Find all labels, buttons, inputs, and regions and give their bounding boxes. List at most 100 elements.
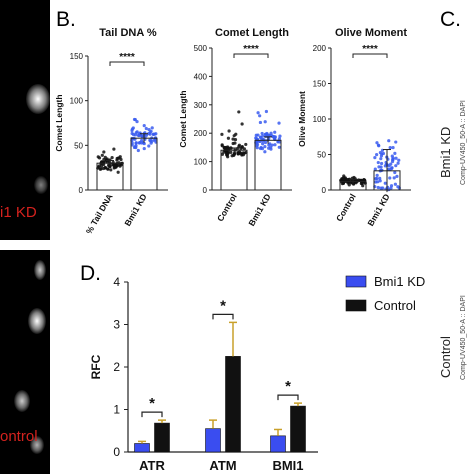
data-point xyxy=(231,137,235,141)
category-label: % Tail DNA xyxy=(84,192,115,236)
data-point xyxy=(342,174,346,178)
data-point xyxy=(115,156,119,161)
data-point xyxy=(394,164,398,168)
data-point xyxy=(377,165,381,169)
significance-label: * xyxy=(285,378,291,395)
significance-bracket xyxy=(141,411,163,418)
y-tick-label: 1 xyxy=(113,403,120,417)
data-point xyxy=(381,186,385,190)
y-tick-label: 2 xyxy=(113,360,120,374)
data-point xyxy=(395,174,399,178)
data-point xyxy=(383,164,387,168)
data-point xyxy=(376,185,380,190)
data-point xyxy=(263,144,267,149)
data-point xyxy=(223,145,227,150)
category-label: Bmi1 KD xyxy=(122,192,148,228)
data-point xyxy=(225,152,229,157)
data-point xyxy=(233,141,237,145)
data-point xyxy=(346,181,350,185)
data-point xyxy=(397,158,401,162)
data-point xyxy=(277,137,282,141)
data-point xyxy=(131,132,136,137)
data-point xyxy=(264,109,269,114)
y-tick-label: 0 xyxy=(203,186,208,195)
data-point xyxy=(269,131,273,135)
data-point xyxy=(110,156,114,160)
significance-label: **** xyxy=(243,44,259,55)
comet-spot xyxy=(14,390,30,412)
comet-spot xyxy=(28,308,46,334)
data-point xyxy=(361,179,365,183)
data-point xyxy=(142,124,146,128)
data-point xyxy=(379,161,384,166)
data-point xyxy=(263,120,267,124)
comet-spot xyxy=(26,84,50,114)
y-axis-label: RFC xyxy=(89,354,103,379)
comet-spot xyxy=(34,260,46,280)
panel-letter-c: C. xyxy=(440,8,461,31)
data-point xyxy=(265,131,269,136)
data-point xyxy=(97,156,102,160)
data-point xyxy=(260,131,264,136)
data-point xyxy=(101,166,106,171)
data-point xyxy=(115,164,119,168)
data-point xyxy=(142,141,146,146)
category-label: BMI1 xyxy=(272,458,303,473)
bar xyxy=(134,443,150,453)
y-tick-label: 4 xyxy=(113,275,120,289)
data-point xyxy=(394,140,398,144)
data-point xyxy=(222,150,226,154)
bar xyxy=(290,405,306,453)
significance-bracket xyxy=(109,61,145,66)
data-point xyxy=(112,147,116,151)
panel-letter-b: B. xyxy=(56,8,76,31)
y-tick-label: 200 xyxy=(194,129,208,138)
category-label: Control xyxy=(334,192,358,223)
data-point xyxy=(240,122,244,126)
bar xyxy=(205,428,221,453)
y-tick-label: 400 xyxy=(194,72,208,81)
y-axis-label: Comet Length xyxy=(178,90,188,147)
chart-title: Tail DNA % xyxy=(99,27,157,39)
data-point xyxy=(259,145,263,150)
data-point xyxy=(378,179,382,183)
data-point xyxy=(390,154,394,158)
y-tick-label: 100 xyxy=(194,158,208,167)
panel-letter-d: D. xyxy=(80,262,101,285)
data-point xyxy=(139,133,143,137)
y-tick-label: 150 xyxy=(313,80,327,89)
data-point xyxy=(383,181,387,185)
data-point xyxy=(102,150,106,154)
data-point xyxy=(376,160,380,165)
data-point xyxy=(138,140,142,145)
data-point xyxy=(98,167,102,171)
data-point xyxy=(254,141,259,145)
data-point xyxy=(342,177,346,182)
data-point xyxy=(97,164,101,168)
data-point xyxy=(374,176,378,181)
data-point xyxy=(375,141,379,145)
data-point xyxy=(396,161,400,165)
y-tick-label: 300 xyxy=(194,101,208,110)
comet-image-label-top: i1 KD xyxy=(0,204,37,221)
data-point xyxy=(109,168,113,172)
legend-swatch xyxy=(345,275,367,288)
data-point xyxy=(226,136,231,140)
data-point xyxy=(378,176,382,180)
category-label: Bmi1 KD xyxy=(246,192,272,228)
significance-bracket xyxy=(277,394,299,401)
category-label: ATR xyxy=(139,458,165,473)
data-point xyxy=(229,150,233,154)
category-label: Bmi1 KD xyxy=(365,192,391,228)
data-point xyxy=(140,138,144,143)
y-tick-label: 150 xyxy=(70,52,84,61)
data-point xyxy=(390,166,394,170)
data-point xyxy=(144,133,149,137)
data-point xyxy=(254,133,258,137)
data-point xyxy=(393,182,397,186)
y-tick-label: 0 xyxy=(322,186,327,195)
data-point xyxy=(116,170,120,174)
y-tick-label: 100 xyxy=(70,97,84,106)
data-point xyxy=(132,117,137,122)
data-point xyxy=(393,170,397,175)
